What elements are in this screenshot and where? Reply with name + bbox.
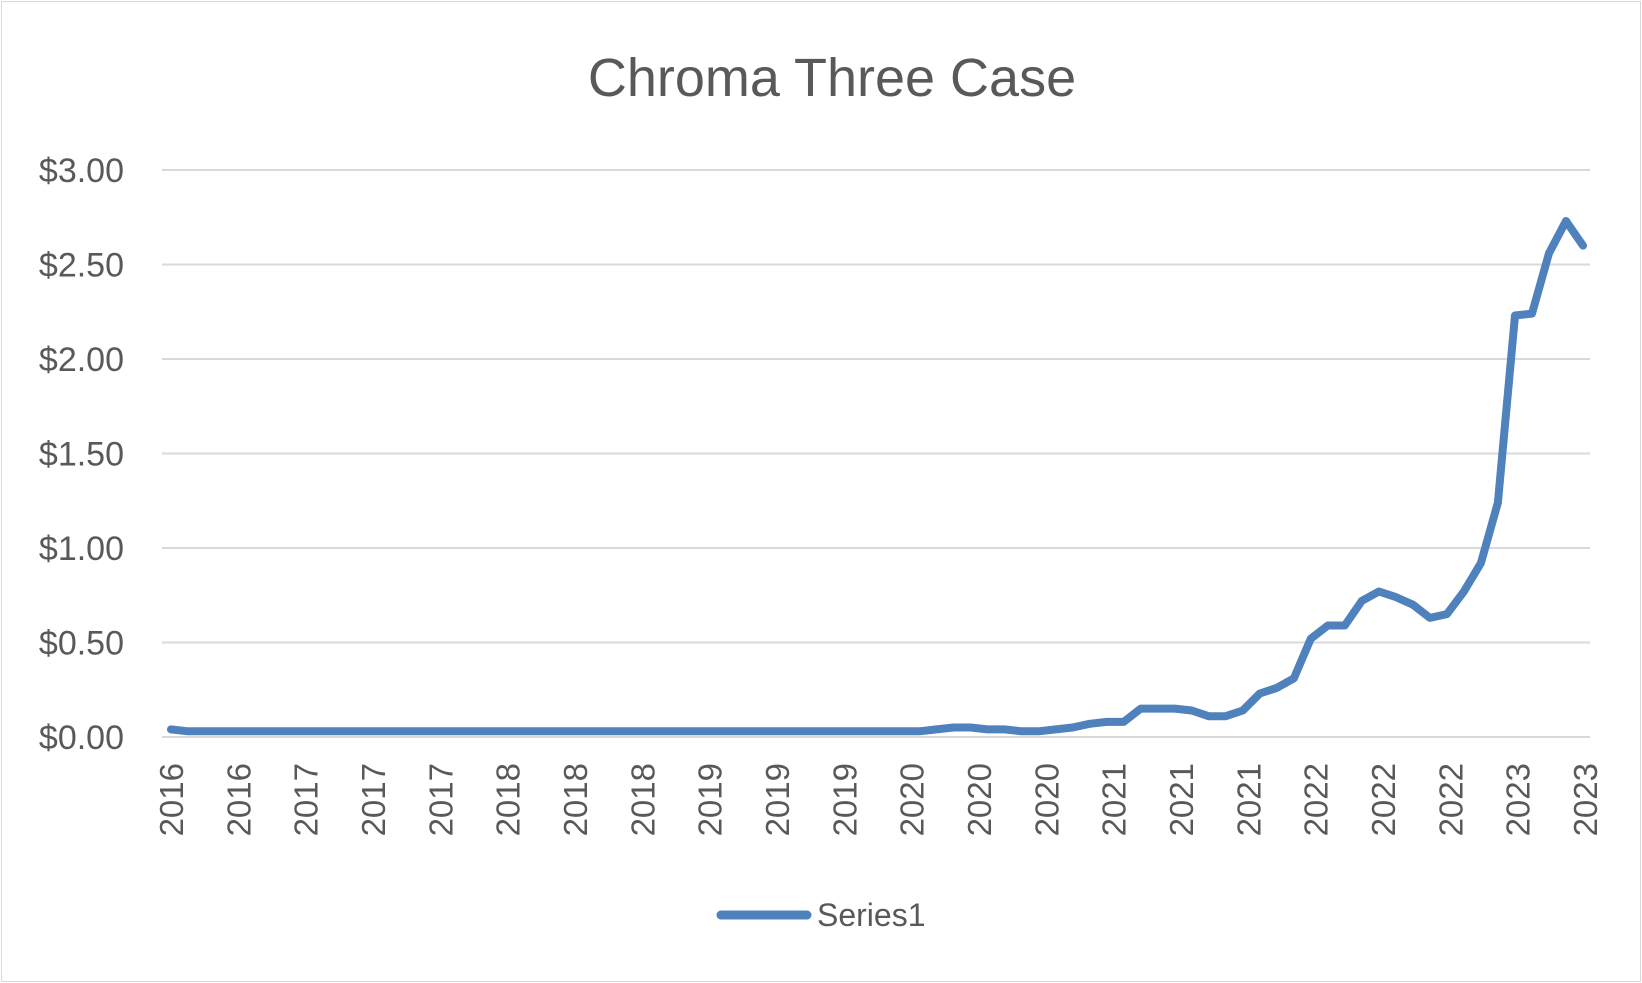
x-tick-label: 2021	[1096, 763, 1133, 836]
y-tick-label: $2.00	[39, 341, 124, 379]
x-tick-label: 2019	[826, 763, 863, 836]
legend-label: Series1	[817, 897, 926, 933]
x-tick-label: 2018	[490, 763, 527, 836]
y-tick-label: $0.50	[39, 625, 124, 663]
x-tick-label: 2019	[759, 763, 796, 836]
x-tick-label: 2018	[624, 763, 661, 836]
gridlines	[162, 169, 1590, 738]
x-tick-label: 2021	[1230, 763, 1267, 836]
x-tick-label: 2016	[153, 763, 190, 836]
y-tick-label: $2.50	[39, 247, 124, 285]
x-tick-label: 2018	[557, 763, 594, 836]
y-tick-label: $1.00	[39, 530, 124, 568]
x-tick-label: 2021	[1163, 763, 1200, 836]
x-tick-label: 2023	[1567, 763, 1604, 836]
x-tick-label: 2019	[692, 763, 729, 836]
series-layer	[167, 217, 1587, 736]
x-tick-label: 2023	[1500, 763, 1537, 836]
y-tick-label: $0.00	[39, 719, 124, 757]
x-tick-label: 2022	[1298, 763, 1335, 836]
x-tick-label: 2022	[1365, 763, 1402, 836]
x-axis-ticks: 2016 2016 2017 2017 2017 2018 2018 2018 2019 2019…	[153, 763, 1604, 836]
x-tick-label: 2020	[961, 763, 998, 836]
chart-title: Chroma Three Case	[588, 48, 1076, 108]
x-tick-label: 2022	[1432, 763, 1469, 836]
x-tick-label: 2016	[220, 763, 257, 836]
x-tick-label: 2020	[894, 763, 931, 836]
y-tick-label: $1.50	[39, 436, 124, 474]
y-tick-label: $3.00	[39, 152, 124, 190]
x-tick-label: 2017	[355, 763, 392, 836]
y-axis-ticks: $0.00 $0.50 $1.00 $1.50 $2.00 $2.50 $3.00	[39, 152, 124, 757]
legend: Series1	[716, 897, 926, 933]
x-tick-label: 2020	[1028, 763, 1065, 836]
x-tick-label: 2017	[422, 763, 459, 836]
x-tick-label: 2017	[288, 763, 325, 836]
series-line	[167, 217, 1587, 736]
